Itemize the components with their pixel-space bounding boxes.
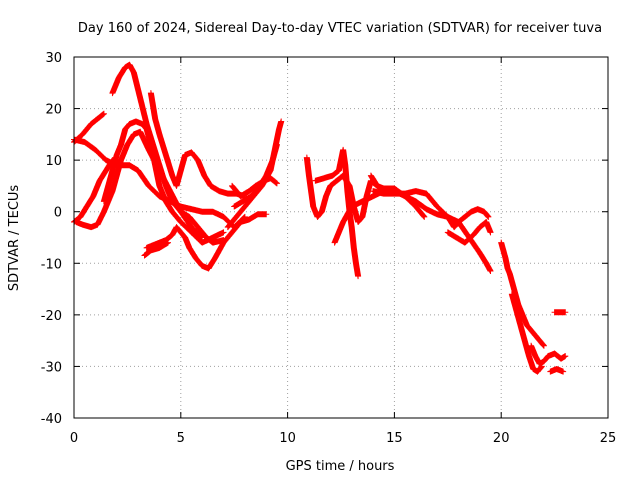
series-track-v bbox=[547, 366, 567, 375]
chart-title: Day 160 of 2024, Sidereal Day-to-day VTE… bbox=[78, 21, 602, 36]
y-tick-label: 20 bbox=[45, 103, 62, 118]
x-tick-label: 5 bbox=[177, 431, 185, 446]
series-track-f bbox=[109, 61, 227, 246]
series-track-s bbox=[498, 239, 547, 349]
y-axis: -40 -30 -20 -10 0 10 20 30 bbox=[41, 51, 608, 427]
y-tick-label: 0 bbox=[54, 206, 62, 221]
x-tick-label: 0 bbox=[70, 431, 78, 446]
y-tick-label: -10 bbox=[41, 257, 62, 272]
series-track-i bbox=[141, 239, 171, 259]
series-track-l bbox=[229, 175, 280, 200]
series-track-g bbox=[147, 90, 248, 200]
series-track-q bbox=[367, 172, 428, 220]
y-tick-label: -30 bbox=[41, 360, 62, 375]
y-tick-label: 10 bbox=[45, 154, 62, 169]
series-track-t bbox=[508, 291, 545, 375]
y-tick-label: -20 bbox=[41, 309, 62, 324]
y-axis-label: SDTVAR / TECUs bbox=[7, 185, 22, 292]
series-track-w bbox=[545, 350, 569, 362]
data-marks bbox=[71, 61, 569, 375]
series-track-h bbox=[143, 211, 270, 272]
x-tick-label: 25 bbox=[600, 431, 617, 446]
x-axis: 0 5 10 15 20 25 bbox=[70, 57, 616, 446]
plot-frame bbox=[73, 56, 609, 419]
x-tick-label: 20 bbox=[493, 431, 510, 446]
x-tick-label: 15 bbox=[386, 431, 403, 446]
x-axis-label: GPS time / hours bbox=[286, 459, 395, 474]
series-track-r bbox=[444, 219, 494, 246]
series-track-x bbox=[551, 309, 569, 316]
x-tick-label: 10 bbox=[279, 431, 296, 446]
series-track-n bbox=[312, 146, 362, 280]
series-track-e bbox=[71, 110, 107, 146]
y-tick-label: 30 bbox=[45, 51, 62, 66]
y-tick-label: -40 bbox=[41, 412, 62, 427]
series-track-u bbox=[528, 342, 552, 367]
series-track-k bbox=[231, 141, 280, 210]
